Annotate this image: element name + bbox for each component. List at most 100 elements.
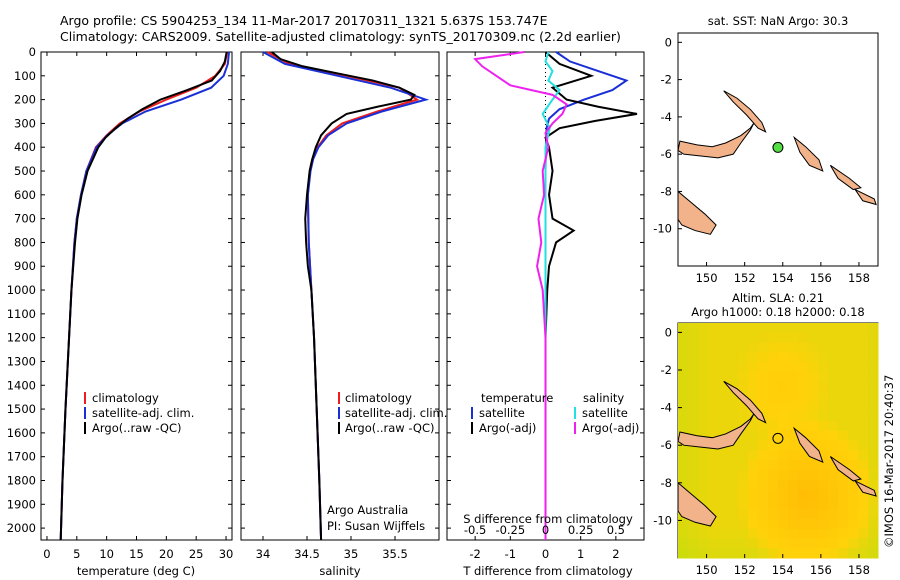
- sla-cell: [758, 440, 769, 451]
- sla-cell: [738, 381, 749, 393]
- sla-cell: [758, 499, 769, 510]
- difference-chart: -2 -1 0 1 2 -0.5 -0.25 0 0.25 0.5: [447, 51, 644, 561]
- sla-cell: [858, 430, 869, 441]
- legend-label: Argo(-adj): [479, 421, 536, 435]
- y-tick-label: 500: [14, 164, 36, 178]
- sla-cell: [798, 420, 809, 432]
- y-tick-label: 700: [14, 212, 36, 226]
- sla-cell: [758, 538, 769, 549]
- salinity-legend: climatology satellite-adj. clim. Argo(..…: [338, 391, 447, 435]
- sla-cell: [678, 381, 689, 393]
- sla-cell: [678, 479, 689, 490]
- header-line-2: Climatology: CARS2009. Satellite-adjuste…: [60, 29, 621, 44]
- sla-cell: [738, 440, 749, 451]
- sla-cell: [798, 352, 809, 363]
- sla-cell: [708, 352, 719, 363]
- sla-cell: [708, 518, 719, 530]
- sla-cell: [838, 332, 849, 344]
- sla-cell: [758, 479, 769, 490]
- sla-cell: [698, 391, 709, 402]
- sla-cell: [728, 509, 739, 520]
- series-line-satellite-adj-clim-: [59, 51, 231, 541]
- sla-cell: [848, 518, 859, 530]
- sla-cell: [688, 548, 699, 559]
- x-tick-label: 152: [734, 271, 756, 285]
- sla-cell: [678, 342, 689, 353]
- x-tick-label: 0: [542, 547, 549, 561]
- sla-cell: [798, 509, 809, 520]
- sla-cell: [778, 323, 789, 334]
- sla-cell: [748, 352, 759, 363]
- sla-cell: [748, 528, 759, 539]
- sla-cell: [868, 450, 879, 461]
- sla-cell: [868, 362, 879, 373]
- legend-label: climatology: [345, 391, 412, 405]
- sla-cell: [708, 548, 719, 559]
- sla-cell: [868, 401, 879, 412]
- land-polygon: [793, 135, 824, 172]
- sla-cell: [678, 518, 689, 530]
- sla-cell: [858, 332, 869, 344]
- sla-cell: [688, 342, 699, 353]
- sla-cell: [768, 499, 779, 510]
- sla-cell: [808, 401, 819, 412]
- sla-cell: [758, 371, 769, 383]
- sla-cell: [698, 381, 709, 393]
- sla-cell: [858, 381, 869, 393]
- sla-cell: [758, 548, 769, 559]
- sla-cell: [748, 499, 759, 510]
- sla-map: 150 152 154 156 158 0 -2 -4 -6 -8 -10: [653, 323, 879, 577]
- temperature-legend: climatology satellite-adj. clim. Argo(..…: [84, 391, 194, 435]
- sla-cell: [688, 352, 699, 363]
- sla-cell: [708, 450, 719, 461]
- y-tick-label: 800: [14, 235, 36, 249]
- s-diff-xlabel: S difference from climatology: [463, 512, 633, 526]
- sla-cell: [808, 391, 819, 402]
- sla-cell: [698, 538, 709, 549]
- sla-cell: [738, 411, 749, 422]
- sla-cell: [868, 499, 879, 510]
- sla-cell: [678, 450, 689, 461]
- x-tick-label: 5: [73, 547, 80, 561]
- x-tick-label: -2: [469, 547, 480, 561]
- y-tick-label: 0: [665, 35, 672, 49]
- legend-label: satellite-adj. clim.: [92, 406, 194, 420]
- sla-cell: [868, 391, 879, 402]
- land-polygon: [677, 190, 717, 235]
- sla-cell: [778, 381, 789, 393]
- sla-cell: [818, 342, 829, 353]
- sla-cell: [678, 371, 689, 383]
- sla-cell: [868, 420, 879, 432]
- sla-cell: [808, 538, 819, 549]
- sla-cell: [738, 528, 749, 539]
- sla-cell: [838, 489, 849, 500]
- sla-cell: [808, 460, 819, 471]
- sla-cell: [728, 342, 739, 353]
- sla-cell: [838, 371, 849, 383]
- sla-cell: [758, 342, 769, 353]
- sla-cell: [838, 342, 849, 353]
- sla-cell: [718, 528, 729, 539]
- sla-cell: [858, 548, 869, 559]
- sla-cell: [768, 479, 779, 490]
- sla-cell: [698, 323, 709, 334]
- sla-cell: [848, 391, 859, 402]
- sla-cell: [738, 469, 749, 481]
- sla-cell: [798, 460, 809, 471]
- sla-cell: [848, 401, 859, 412]
- sla-cell: [698, 342, 709, 353]
- sla-cell: [828, 489, 839, 500]
- sla-cell: [688, 401, 699, 412]
- sla-cell: [678, 460, 689, 471]
- sla-cell: [798, 391, 809, 402]
- sla-cell: [838, 518, 849, 530]
- sla-cell: [788, 509, 799, 520]
- sla-cell: [738, 548, 749, 559]
- sla-cell: [748, 538, 759, 549]
- x-tick-label: 20: [159, 547, 174, 561]
- sla-cell: [838, 420, 849, 432]
- sla-cell: [808, 518, 819, 530]
- sla-cell: [698, 420, 709, 432]
- sla-cell: [828, 479, 839, 490]
